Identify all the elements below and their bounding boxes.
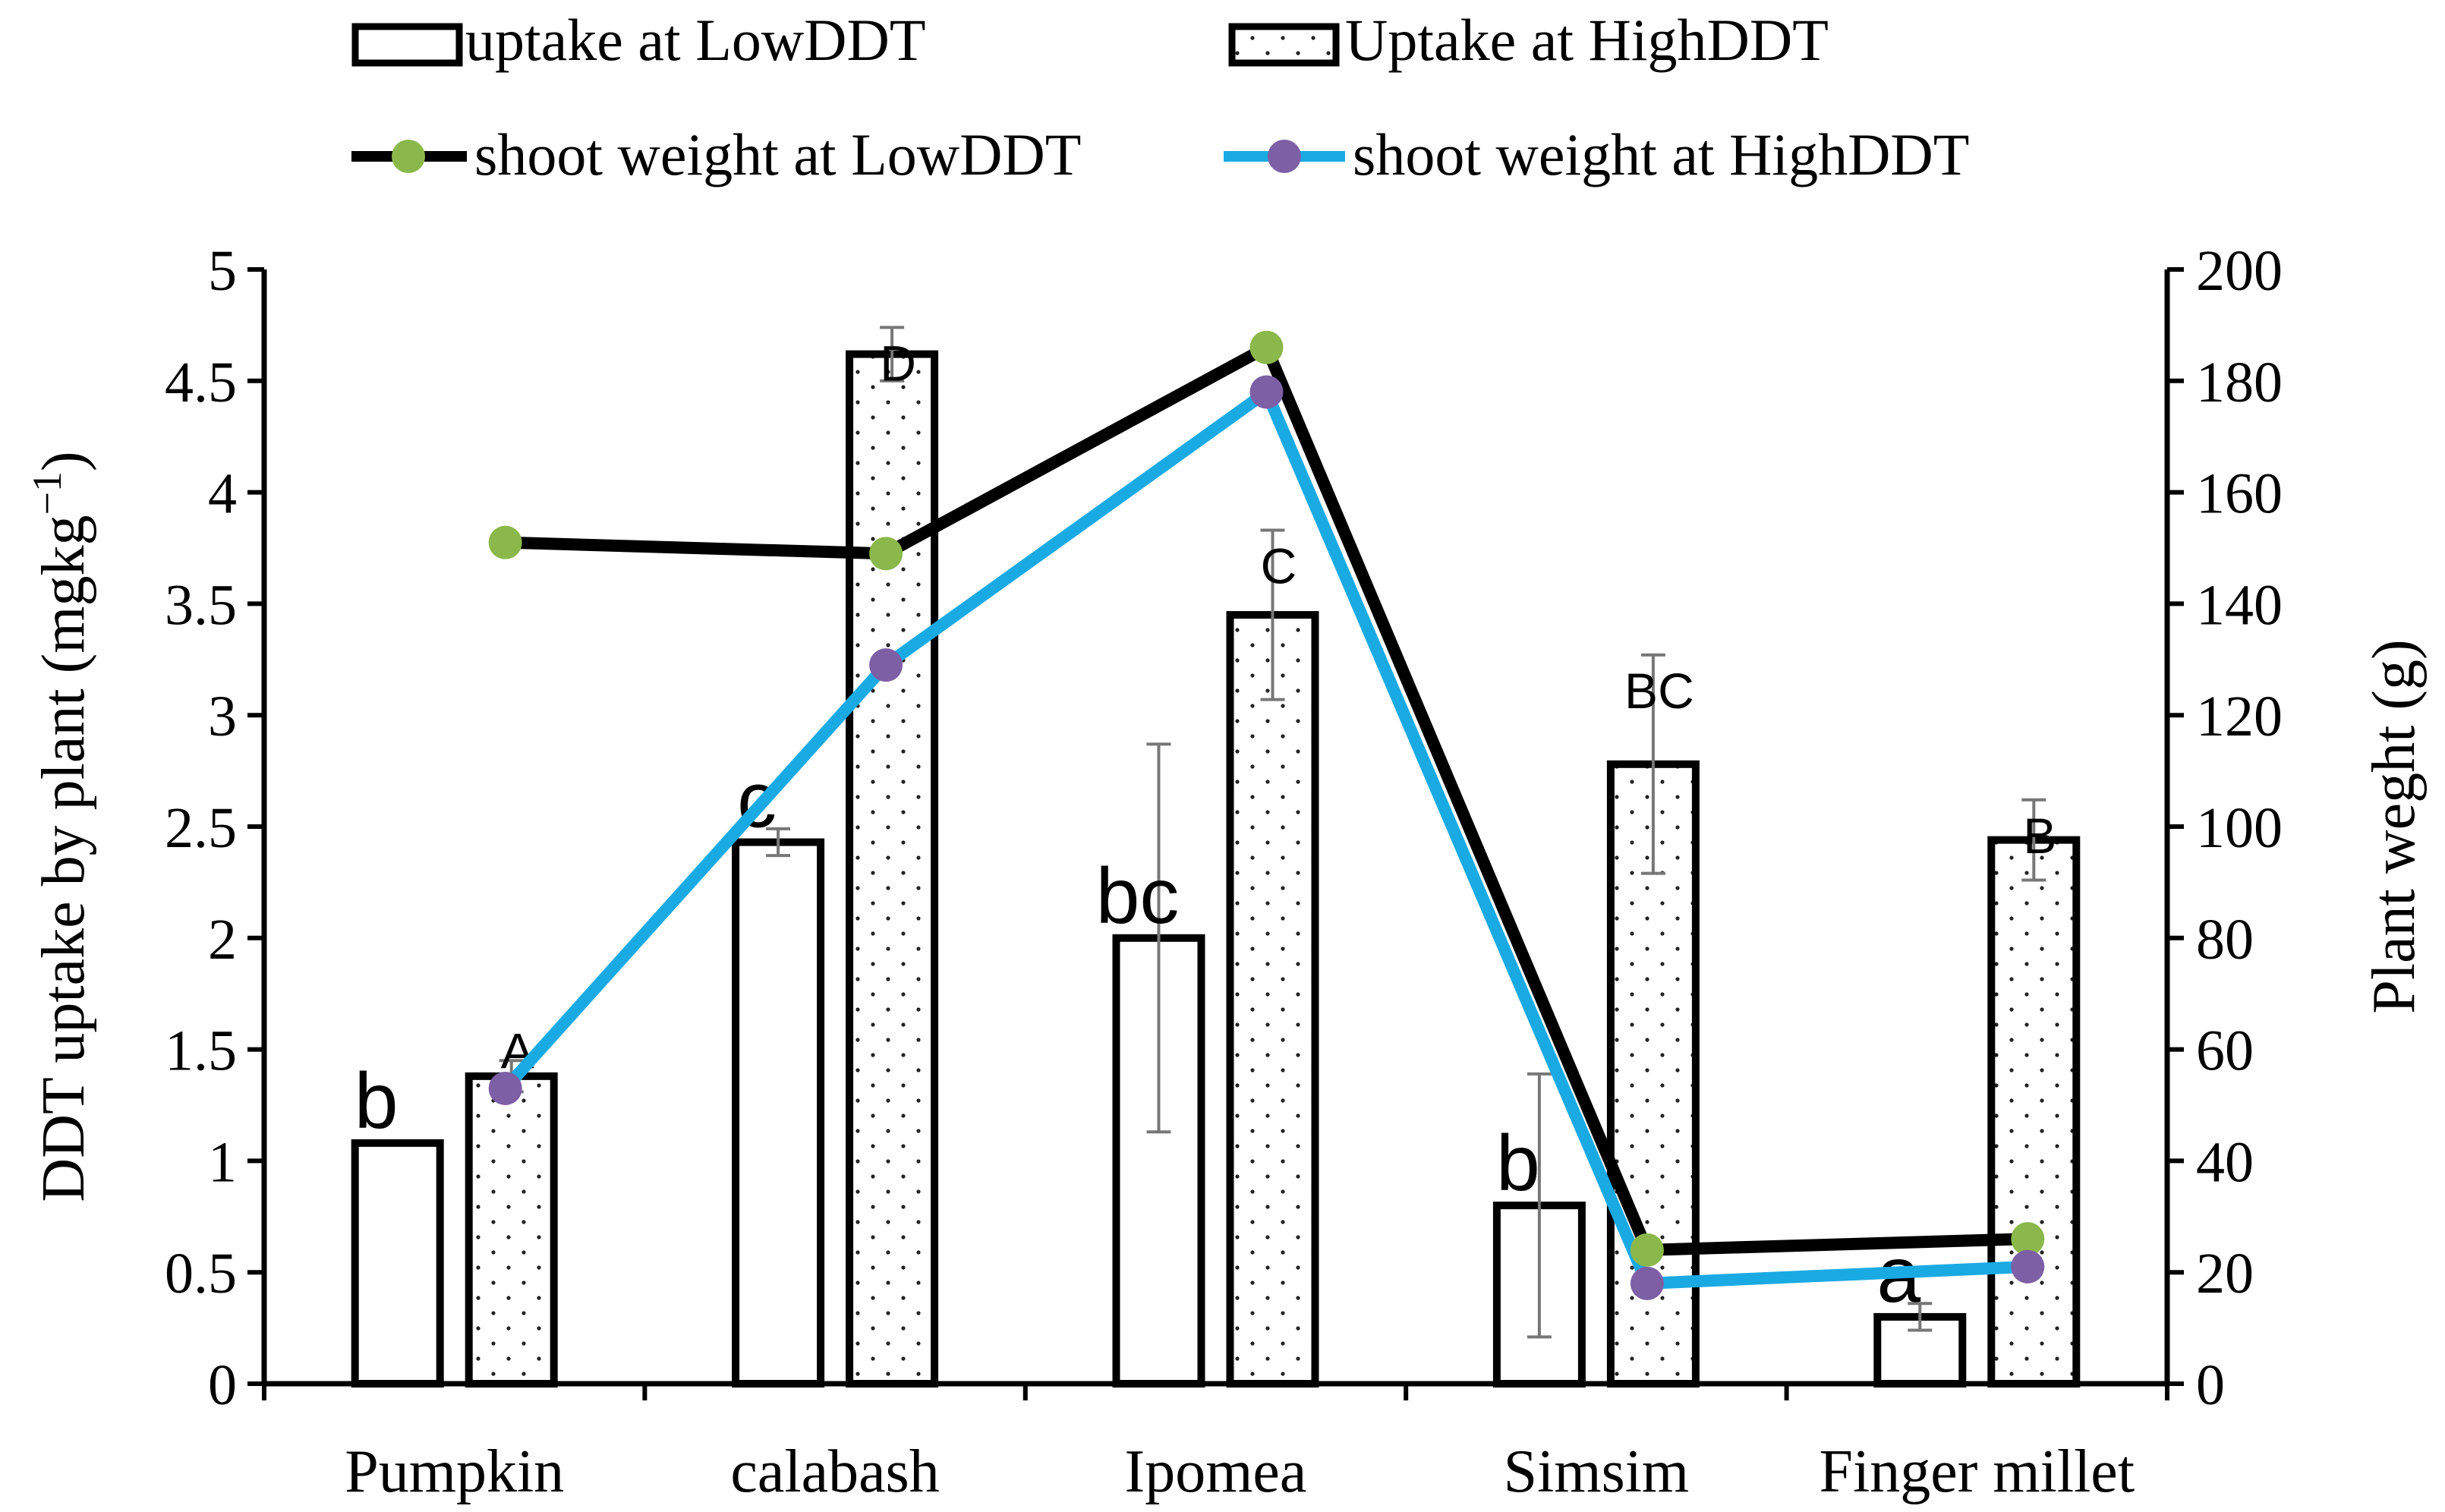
point-shoot-weight-high (1249, 375, 1284, 409)
legend-label-high-line: shoot weight at HighDDT (1353, 121, 1969, 187)
bar-high-ddt (1987, 836, 2081, 1388)
y-left-tick-label: 5 (208, 239, 237, 303)
bar-high-ddt (1226, 611, 1319, 1388)
significance-letter-low: bc (1096, 852, 1180, 940)
point-shoot-weight-high (2011, 1249, 2045, 1284)
significance-letter-high: D (880, 335, 916, 391)
y-right-tick-label: 180 (2196, 351, 2283, 414)
y-left-tick-label: 2.5 (165, 796, 237, 860)
y-left-tick-label: 4.5 (165, 351, 237, 414)
point-shoot-weight-high (869, 648, 903, 682)
point-shoot-weight-low (1630, 1233, 1664, 1267)
y-left-tick-label: 1 (208, 1130, 237, 1194)
y-right-tick-label: 20 (2196, 1242, 2254, 1306)
y-right-tick-label: 80 (2196, 908, 2254, 972)
legend-item-low-bar: uptake at LowDDT (351, 7, 925, 73)
legend-item-high-line: shoot weight at HighDDT (1224, 121, 1969, 187)
y-left-title-sup: −1 (24, 471, 70, 515)
lines-layer (488, 330, 2045, 1300)
y-left-tick-label: 3.5 (165, 573, 237, 637)
error-bars-layer (499, 326, 2046, 1339)
y-left-tick-label: 0 (208, 1353, 237, 1417)
y-axis-right-title: Plant weght (g) (2361, 639, 2428, 1013)
x-tick-label: Pumpkin (345, 1438, 564, 1505)
x-tick-label: calabash (730, 1438, 939, 1505)
bar-high-ddt (465, 1072, 558, 1388)
y-left-title-main: DDT uptake by plant (mgkg (30, 515, 97, 1202)
legend-item-high-bar: Uptake at HighDDT (1228, 7, 1829, 73)
legend-swatch-dotted (1228, 23, 1340, 67)
legend-label-low-bar: uptake at LowDDT (465, 7, 925, 73)
legend-marker-high (1268, 140, 1301, 173)
bar-low-ddt (351, 1139, 444, 1388)
y-left-tick-label: 3 (208, 685, 237, 748)
y-left-title-close: ) (30, 451, 97, 471)
legend-swatch-hollow (351, 23, 463, 67)
legend-label-low-line: shoot weight at LowDDT (474, 121, 1081, 187)
point-shoot-weight-high (488, 1071, 522, 1105)
significance-letter-low: b (354, 1057, 399, 1145)
bar-low-ddt (732, 838, 825, 1388)
y-axis-left-title: DDT uptake by plant (mgkg−1) (24, 451, 97, 1202)
y-right-tick-label: 120 (2196, 685, 2283, 748)
point-shoot-weight-low (1249, 330, 1284, 364)
bar-high-ddt (846, 350, 939, 1388)
y-right-tick-label: 140 (2196, 573, 2283, 637)
significance-letter-high: B (2023, 808, 2056, 864)
y-left-tick-label: 4 (208, 462, 237, 526)
point-shoot-weight-low (869, 537, 903, 571)
legend: uptake at LowDDT Uptake at HighDDT shoot… (351, 7, 1969, 187)
bars-layer (351, 350, 2081, 1388)
x-tick-label: Ipomea (1125, 1438, 1307, 1505)
significance-letter-high: BC (1624, 663, 1694, 719)
x-tick-label: Simsim (1504, 1438, 1690, 1505)
y-right-tick-label: 0 (2196, 1353, 2225, 1417)
y-right-tick-label: 100 (2196, 796, 2283, 860)
y-right-tick-label: 200 (2196, 239, 2283, 303)
y-right-tick-label: 160 (2196, 462, 2283, 526)
significance-letter-low: b (1496, 1120, 1540, 1208)
axis-ticks: 0 0.5 1 1.5 2 2.5 3 3.5 4 4.5 5 0 20 40 60 80 100 120 140 1… (165, 239, 2283, 1505)
legend-item-low-line: shoot weight at LowDDT (351, 121, 1081, 187)
significance-letter-high: C (1261, 538, 1297, 594)
y-left-tick-label: 1.5 (165, 1019, 237, 1083)
y-left-tick-label: 2 (208, 908, 237, 972)
legend-label-high-bar: Uptake at HighDDT (1345, 7, 1829, 73)
point-shoot-weight-low (2011, 1222, 2045, 1256)
y-right-tick-label: 60 (2196, 1019, 2254, 1083)
point-shoot-weight-high (1630, 1266, 1664, 1300)
y-left-tick-label: 0.5 (165, 1242, 237, 1306)
x-tick-label: Finger millet (1820, 1438, 2135, 1505)
y-right-tick-label: 40 (2196, 1130, 2254, 1194)
legend-marker-low (392, 140, 425, 173)
point-shoot-weight-low (488, 525, 522, 559)
